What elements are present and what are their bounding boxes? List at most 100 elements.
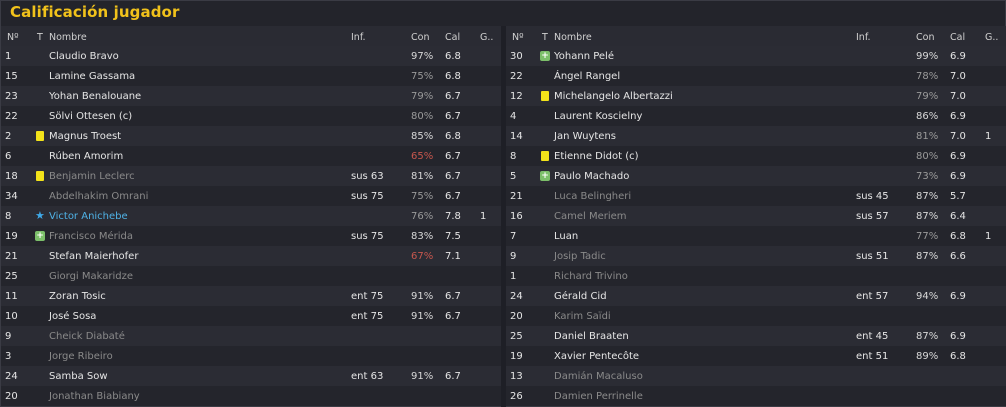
plus-badge-icon: + bbox=[35, 231, 45, 241]
table-row[interactable]: 23 Yohan Benalouane 79% 6.7 bbox=[1, 86, 501, 106]
table-row[interactable]: 8 Victor Anichebe 76% 7.8 1 ★ bbox=[1, 206, 501, 226]
rating-value: 6.4 bbox=[950, 211, 966, 222]
player-name: Stefan Maierhofer bbox=[49, 251, 139, 262]
column-cal[interactable]: Cal bbox=[445, 32, 461, 43]
rating-value: 6.8 bbox=[445, 51, 461, 62]
table-row[interactable]: 25 Giorgi Makaridze bbox=[1, 266, 501, 286]
column-t[interactable]: T bbox=[542, 32, 548, 43]
player-name: Abdelhakim Omrani bbox=[49, 191, 149, 202]
table-row[interactable]: 19 Xavier Pentecôte ent 51 89% 6.8 bbox=[506, 346, 1006, 366]
player-name: Damien Perrinelle bbox=[554, 391, 643, 402]
column-num[interactable]: Nº bbox=[512, 32, 524, 43]
page-title: Calificación jugador bbox=[10, 3, 180, 21]
player-number: 24 bbox=[510, 291, 523, 302]
yellow-card-icon bbox=[541, 91, 549, 101]
player-name: Benjamin Leclerc bbox=[49, 171, 135, 182]
table-row[interactable]: 20 Karim Saïdi bbox=[506, 306, 1006, 326]
player-number: 18 bbox=[5, 171, 18, 182]
table-row[interactable]: 19 Francisco Mérida sus 75 83% 7.5 + bbox=[1, 226, 501, 246]
condition-value: 80% bbox=[411, 111, 434, 122]
player-name: Luca Belingheri bbox=[554, 191, 632, 202]
column-name[interactable]: Nombre bbox=[554, 32, 592, 43]
table-row[interactable]: 1 Richard Trivino bbox=[506, 266, 1006, 286]
player-number: 20 bbox=[5, 391, 18, 402]
column-name[interactable]: Nombre bbox=[49, 32, 87, 43]
rating-value: 6.9 bbox=[950, 51, 966, 62]
table-row[interactable]: 20 Jonathan Biabiany bbox=[1, 386, 501, 406]
player-name: Josip Tadic bbox=[554, 251, 606, 262]
column-cal[interactable]: Cal bbox=[950, 32, 966, 43]
player-number: 22 bbox=[510, 71, 523, 82]
table-divider bbox=[501, 26, 506, 407]
player-name: Zoran Tosic bbox=[49, 291, 106, 302]
table-row[interactable]: 7 Luan 77% 6.8 1 bbox=[506, 226, 1006, 246]
table-row[interactable]: 10 José Sosa ent 75 91% 6.7 bbox=[1, 306, 501, 326]
column-num[interactable]: Nº bbox=[7, 32, 19, 43]
player-number: 14 bbox=[510, 131, 523, 142]
table-row[interactable]: 14 Jan Wuytens 81% 7.0 1 bbox=[506, 126, 1006, 146]
table-row[interactable]: 22 Sölvi Ottesen (c) 80% 6.7 bbox=[1, 106, 501, 126]
column-t[interactable]: T bbox=[37, 32, 43, 43]
player-name: Karim Saïdi bbox=[554, 311, 611, 322]
player-number: 7 bbox=[510, 231, 517, 242]
rating-value: 6.9 bbox=[950, 151, 966, 162]
table-row[interactable]: 22 Ángel Rangel 78% 7.0 bbox=[506, 66, 1006, 86]
condition-value: 87% bbox=[916, 251, 939, 262]
player-name: Richard Trivino bbox=[554, 271, 628, 282]
column-g[interactable]: G.. bbox=[480, 32, 494, 43]
player-number: 24 bbox=[5, 371, 18, 382]
table-row[interactable]: 24 Samba Sow ent 63 91% 6.7 bbox=[1, 366, 501, 386]
rating-value: 6.7 bbox=[445, 151, 461, 162]
player-name: Jonathan Biabiany bbox=[49, 391, 140, 402]
table-row[interactable]: 4 Laurent Koscielny 86% 6.9 bbox=[506, 106, 1006, 126]
table-row[interactable]: 21 Stefan Maierhofer 67% 7.1 bbox=[1, 246, 501, 266]
player-number: 9 bbox=[5, 331, 12, 342]
substitution-info: sus 75 bbox=[351, 231, 384, 242]
player-name: Laurent Koscielny bbox=[554, 111, 643, 122]
column-con[interactable]: Con bbox=[411, 32, 430, 43]
rating-value: 7.1 bbox=[445, 251, 461, 262]
table-row[interactable]: 9 Cheick Diabaté bbox=[1, 326, 501, 346]
table-row[interactable]: 30 Yohann Pelé 99% 6.9 + bbox=[506, 46, 1006, 66]
condition-value: 76% bbox=[411, 211, 434, 222]
condition-value: 97% bbox=[411, 51, 434, 62]
substitution-info: ent 57 bbox=[856, 291, 889, 302]
player-name: Rúben Amorim bbox=[49, 151, 124, 162]
player-name: Luan bbox=[554, 231, 579, 242]
table-row[interactable]: 8 Etienne Didot (c) 80% 6.9 bbox=[506, 146, 1006, 166]
table-row[interactable]: 25 Daniel Braaten ent 45 87% 6.9 bbox=[506, 326, 1006, 346]
player-name: Gérald Cid bbox=[554, 291, 607, 302]
player-name: Samba Sow bbox=[49, 371, 108, 382]
table-row[interactable]: 13 Damián Macaluso bbox=[506, 366, 1006, 386]
table-row[interactable]: 3 Jorge Ribeiro bbox=[1, 346, 501, 366]
table-row[interactable]: 12 Michelangelo Albertazzi 79% 7.0 bbox=[506, 86, 1006, 106]
table-row[interactable]: 2 Magnus Troest 85% 6.8 bbox=[1, 126, 501, 146]
column-g[interactable]: G.. bbox=[985, 32, 999, 43]
substitution-info: ent 75 bbox=[351, 291, 384, 302]
rating-value: 6.7 bbox=[445, 111, 461, 122]
column-inf[interactable]: Inf. bbox=[856, 32, 871, 43]
player-name: Magnus Troest bbox=[49, 131, 122, 142]
table-row[interactable]: 6 Rúben Amorim 65% 6.7 bbox=[1, 146, 501, 166]
plus-badge-icon: + bbox=[540, 51, 550, 61]
player-name: Damián Macaluso bbox=[554, 371, 643, 382]
table-row[interactable]: 34 Abdelhakim Omrani sus 75 75% 6.7 bbox=[1, 186, 501, 206]
table-row[interactable]: 1 Claudio Bravo 97% 6.8 bbox=[1, 46, 501, 66]
table-row[interactable]: 5 Paulo Machado 73% 6.9 + bbox=[506, 166, 1006, 186]
table-row[interactable]: 15 Lamine Gassama 75% 6.8 bbox=[1, 66, 501, 86]
table-row[interactable]: 26 Damien Perrinelle bbox=[506, 386, 1006, 406]
condition-value: 91% bbox=[411, 371, 434, 382]
rating-value: 5.7 bbox=[950, 191, 966, 202]
table-row[interactable]: 21 Luca Belingheri sus 45 87% 5.7 bbox=[506, 186, 1006, 206]
player-number: 19 bbox=[510, 351, 523, 362]
column-inf[interactable]: Inf. bbox=[351, 32, 366, 43]
column-con[interactable]: Con bbox=[916, 32, 935, 43]
table-row[interactable]: 9 Josip Tadic sus 51 87% 6.6 bbox=[506, 246, 1006, 266]
table-row[interactable]: 16 Camel Meriem sus 57 87% 6.4 bbox=[506, 206, 1006, 226]
table-row[interactable]: 18 Benjamin Leclerc sus 63 81% 6.7 bbox=[1, 166, 501, 186]
table-row[interactable]: 11 Zoran Tosic ent 75 91% 6.7 bbox=[1, 286, 501, 306]
substitution-info: sus 57 bbox=[856, 211, 889, 222]
table-row[interactable]: 24 Gérald Cid ent 57 94% 6.9 bbox=[506, 286, 1006, 306]
rating-value: 7.0 bbox=[950, 131, 966, 142]
